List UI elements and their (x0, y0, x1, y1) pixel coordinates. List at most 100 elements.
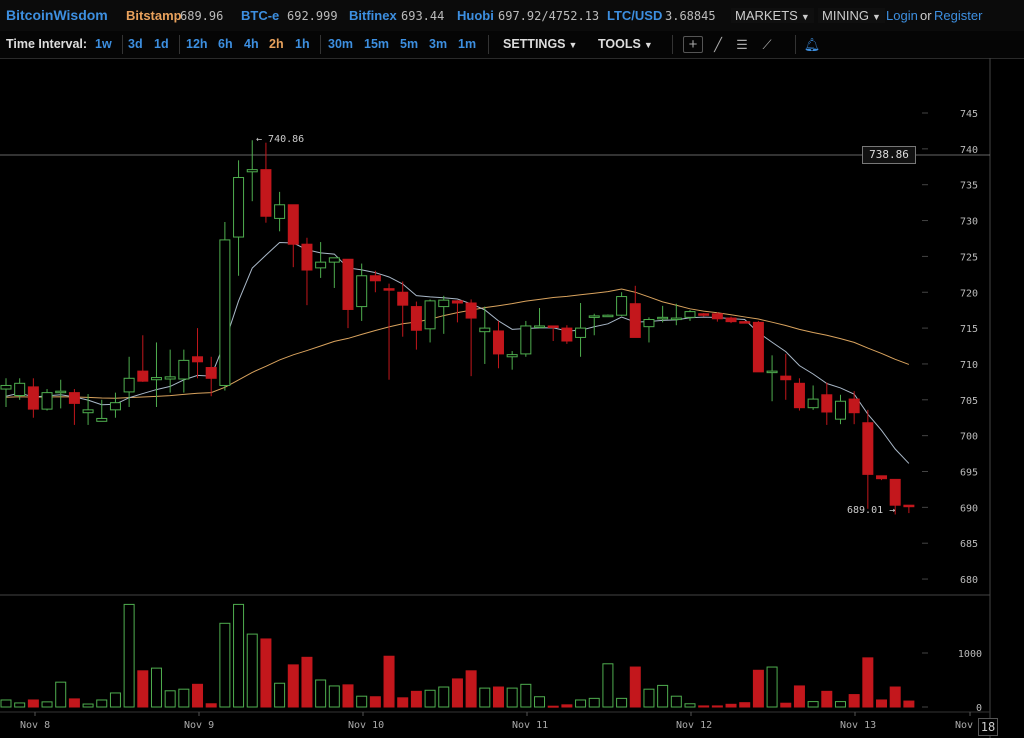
volume-tick-label: 1000 (958, 649, 982, 660)
price-tick-label: 720 (960, 288, 978, 299)
x-tick-label: Nov 12 (676, 720, 712, 731)
volume-bar (684, 703, 696, 708)
candle-body (356, 275, 368, 308)
interval-3d[interactable]: 3d (128, 37, 143, 51)
volume-bar (315, 679, 327, 708)
candle-body (903, 504, 915, 508)
volume-bar (465, 670, 477, 708)
volume-bar (752, 669, 764, 708)
interval-1h[interactable]: 1h (295, 37, 310, 51)
markets-menu[interactable]: MARKETS ▼ (731, 8, 814, 23)
mining-menu-label: MINING (822, 8, 869, 23)
register-link[interactable]: Register (934, 8, 983, 23)
candle-body (150, 377, 162, 381)
divider (488, 35, 489, 54)
volume-bar (506, 687, 518, 708)
volume-bar (834, 701, 846, 708)
volume-bar (698, 705, 710, 708)
candle-body (123, 377, 135, 393)
volume-bar (616, 697, 628, 708)
volume-bar (848, 694, 860, 708)
candle-body (205, 367, 217, 379)
interval-4h[interactable]: 4h (244, 37, 259, 51)
candle-body (479, 327, 491, 333)
market-bitstamp[interactable]: Bitstamp (126, 8, 182, 23)
volume-bar (219, 622, 231, 708)
volume-bar (534, 696, 546, 708)
interval-1w[interactable]: 1w (95, 37, 112, 51)
candle-body (588, 315, 600, 318)
crosshair-icon[interactable]: + (683, 36, 703, 53)
candle-body (547, 325, 559, 328)
volume-bar (657, 684, 669, 708)
volume-bar (629, 666, 641, 708)
market-ltc-usd[interactable]: LTC/USD (607, 8, 663, 23)
tools-menu[interactable]: TOOLS ▼ (598, 37, 653, 51)
volume-bar (383, 655, 395, 708)
settings-menu[interactable]: SETTINGS ▼ (503, 37, 577, 51)
volume-bar (793, 685, 805, 708)
price-tick-label: 685 (960, 539, 978, 550)
interval-1m[interactable]: 1m (458, 37, 477, 51)
volume-bar (903, 700, 915, 708)
volume-bar (424, 689, 436, 708)
volume-bar (96, 699, 108, 708)
x-tick-label: Nov 9 (184, 720, 214, 731)
volume-bar (889, 686, 901, 708)
mining-menu[interactable]: MINING ▼ (818, 8, 885, 23)
interval-1d[interactable]: 1d (154, 37, 169, 51)
logo[interactable]: BitcoinWisdom (6, 7, 108, 23)
volume-bar (27, 699, 39, 708)
volume-bar (55, 681, 67, 708)
candle-body (82, 409, 94, 414)
price-tick-label: 700 (960, 432, 978, 443)
volume-bar (369, 696, 381, 708)
interval-2h[interactable]: 2h (269, 37, 284, 51)
candle-body (369, 275, 381, 282)
volume-bar (739, 702, 751, 708)
interval-5m[interactable]: 5m (400, 37, 419, 51)
volume-bar (109, 692, 121, 708)
candle-body (876, 475, 888, 480)
candle-body (616, 296, 628, 316)
candle-body (520, 325, 532, 355)
interval-15m[interactable]: 15m (364, 37, 390, 51)
markets-menu-label: MARKETS (735, 8, 798, 23)
parallel-lines-icon[interactable]: ☰ (736, 37, 748, 52)
candle-body (657, 316, 669, 320)
chevron-down-icon: ▼ (871, 12, 881, 22)
line-icon[interactable]: ╱ (714, 37, 722, 52)
volume-bar (780, 702, 792, 708)
login-link[interactable]: Login (886, 8, 918, 23)
bell-icon[interactable]: 🔔︎ (803, 37, 821, 52)
toolbar: Time Interval: 1w 3d 1d 12h 6h 4h 2h 1h … (0, 31, 1024, 59)
divider (795, 35, 796, 54)
interval-30m[interactable]: 30m (328, 37, 354, 51)
chevron-down-icon: ▼ (800, 12, 810, 22)
x-tick-label: Nov (955, 720, 973, 731)
volume-bar (178, 688, 190, 708)
volume-bar (520, 683, 532, 708)
candle-body (164, 376, 176, 380)
fast-moving-average (5, 242, 910, 464)
market-bitfinex[interactable]: Bitfinex (349, 8, 397, 23)
candle-body (274, 204, 286, 219)
interval-6h[interactable]: 6h (218, 37, 233, 51)
interval-3m[interactable]: 3m (429, 37, 448, 51)
volume-bar (725, 703, 737, 708)
market-huobi[interactable]: Huobi (457, 8, 494, 23)
candle-body (0, 384, 12, 390)
candle-body (561, 327, 573, 342)
volume-bar (492, 686, 504, 708)
candle-body (575, 327, 587, 338)
candle-body (534, 325, 546, 328)
volume-bar (451, 678, 463, 708)
candle-body (342, 258, 354, 310)
interval-12h[interactable]: 12h (186, 37, 208, 51)
market-btc-e[interactable]: BTC-e (241, 8, 280, 23)
fan-icon[interactable]: ⟋ (762, 37, 772, 52)
candle-body (137, 370, 149, 382)
candle-body (889, 478, 901, 506)
price-tick-label: 690 (960, 503, 978, 514)
